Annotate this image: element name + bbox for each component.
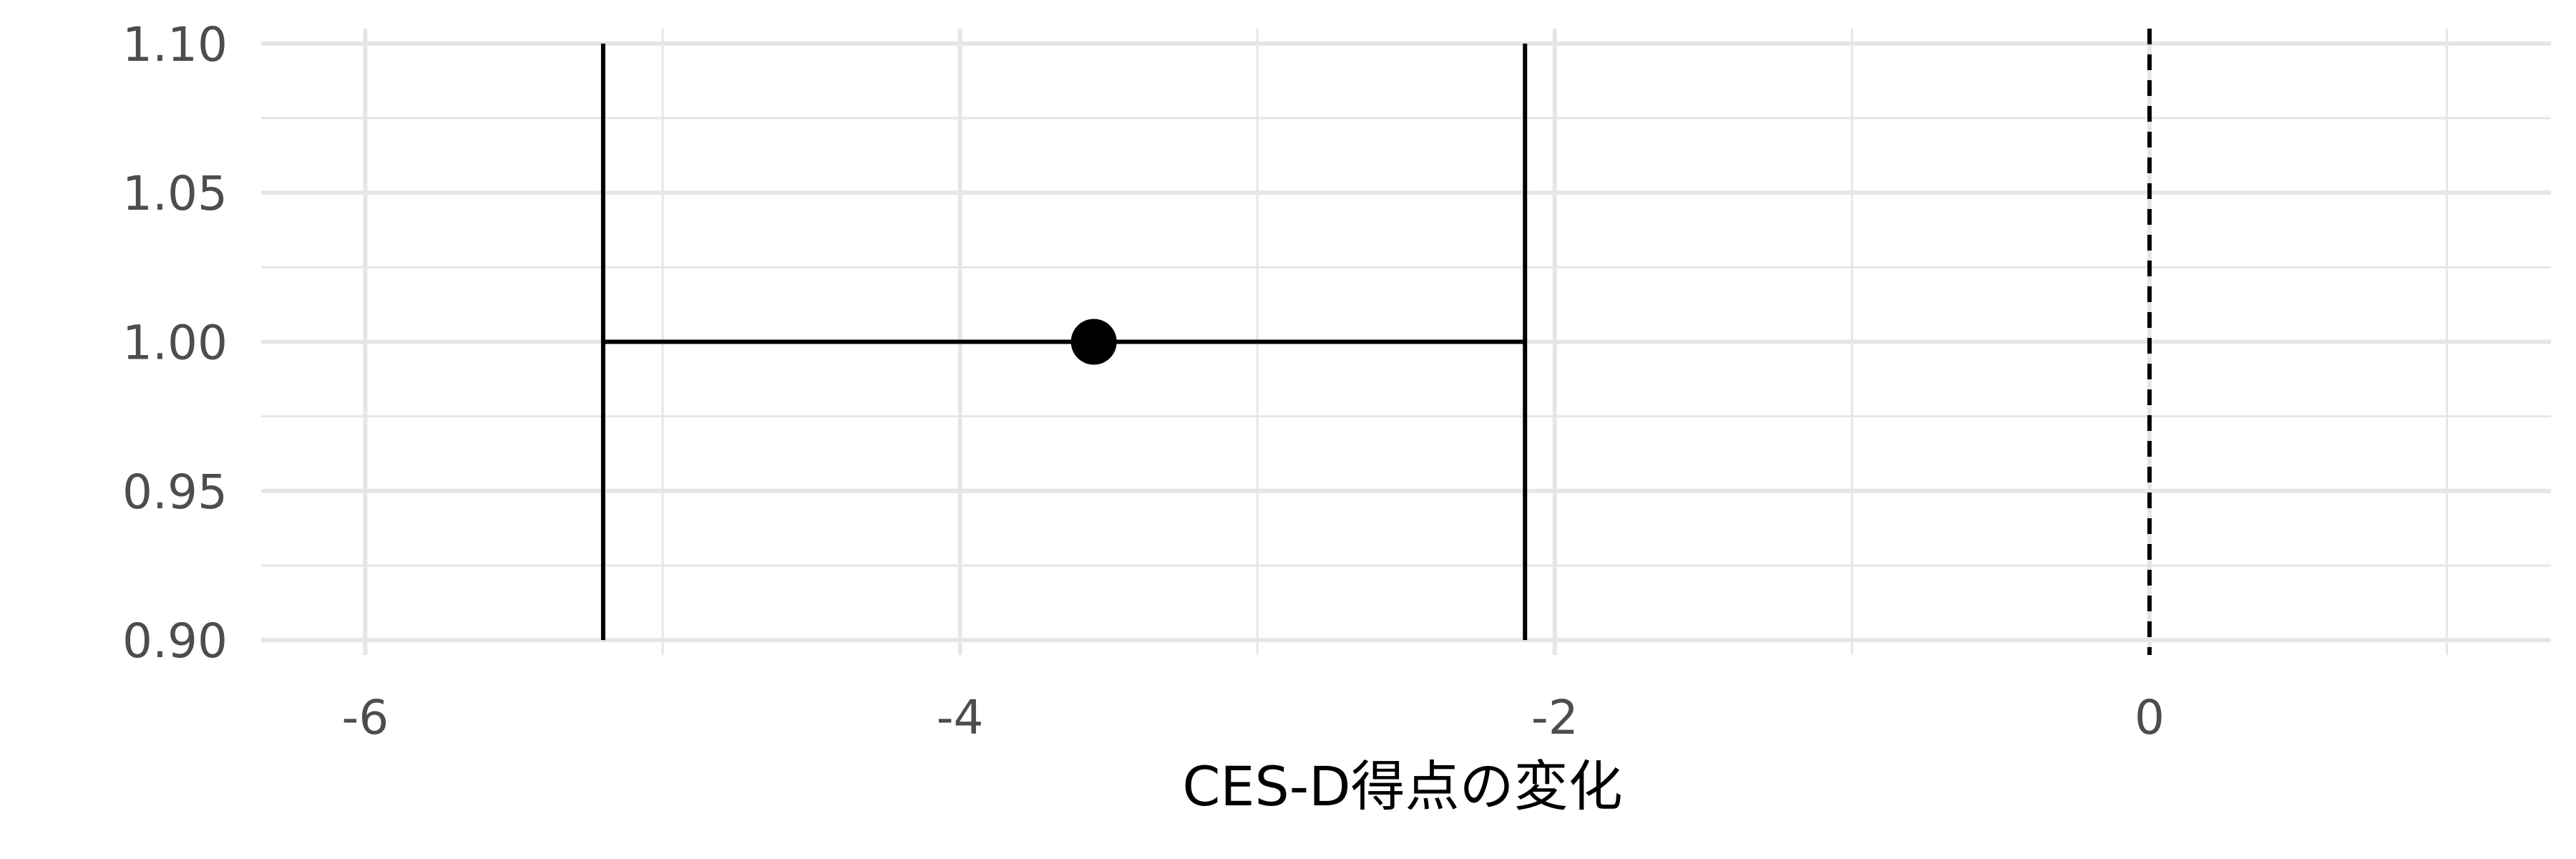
minor-gridlines — [261, 29, 2551, 655]
y-tick-label: 1.05 — [122, 166, 228, 221]
x-tick-label: 0 — [2135, 690, 2165, 745]
x-tick-label: -6 — [342, 690, 389, 745]
data-marks — [600, 43, 1528, 641]
x-axis-tick-labels: -6 -4 -2 0 — [342, 690, 2165, 745]
x-tick-label: -2 — [1531, 690, 1579, 745]
y-tick-label: 0.90 — [122, 613, 228, 669]
y-tick-label: 0.95 — [122, 465, 228, 520]
y-tick-label: 1.10 — [122, 17, 228, 72]
y-tick-label: 1.00 — [122, 316, 228, 371]
x-tick-label: -4 — [937, 690, 984, 745]
y-axis-tick-labels: 0.90 0.95 1.00 1.05 1.10 — [122, 17, 228, 669]
data-point — [1070, 319, 1117, 365]
x-axis-title: CES-D得点の変化 — [1182, 754, 1622, 818]
